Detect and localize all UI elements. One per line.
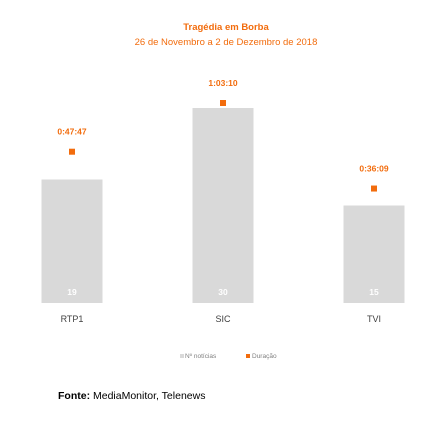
bar-value-label: 30 [218,287,228,297]
source-note: Fonte: MediaMonitor, Telenews [58,390,205,402]
legend-swatch-bars [180,354,184,358]
legend-label-bars: Nº notícias [185,353,217,360]
legend-swatch-duration [246,354,250,358]
plot-area: 19 0:47:47 RTP1 30 1:03:10 SIC 15 0:36:09 TVI [41,78,405,324]
bar-tvi [343,205,405,303]
bar-sic [192,108,254,303]
legend: Nº notícias Duração [180,353,277,360]
source-text: MediaMonitor, Telenews [93,390,206,402]
duration-label: 0:36:09 [359,164,389,174]
bar-rtp1 [41,179,103,303]
legend-label-duration: Duração [252,353,277,360]
duration-point [371,185,377,192]
bar-value-label: 19 [67,287,77,297]
chart-title: Tragédia em Borba [183,22,269,33]
x-tick-label: RTP1 [61,314,84,324]
duration-label: 0:47:47 [57,127,87,137]
x-tick-label: TVI [367,314,381,324]
source-label: Fonte: [58,390,91,402]
bar-value-label: 15 [369,287,379,297]
duration-point [69,148,75,155]
chart-subtitle: 26 de Novembro a 2 de Dezembro de 2018 [135,37,318,48]
duration-point [220,100,226,106]
duration-label: 1:03:10 [208,78,238,88]
x-tick-label: SIC [215,314,231,324]
chart: Tragédia em Borba 26 de Novembro a 2 de … [41,22,405,360]
